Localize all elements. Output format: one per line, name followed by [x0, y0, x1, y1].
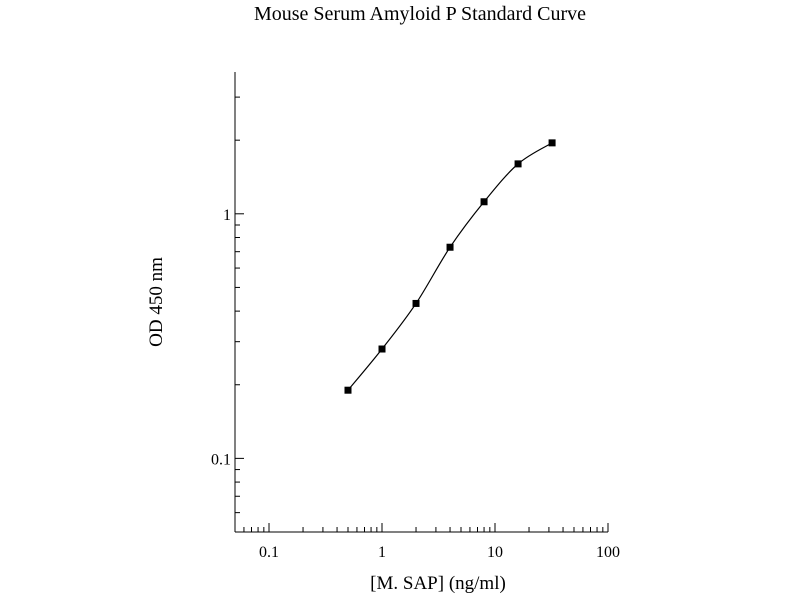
x-tick-label: 1: [378, 544, 386, 561]
x-axis-label: [M. SAP] (ng/ml): [370, 573, 506, 594]
data-point: [344, 386, 352, 394]
y-tick-label: 1: [223, 207, 231, 224]
data-point: [480, 198, 488, 206]
x-tick-label: 100: [596, 544, 620, 561]
chart-title: Mouse Serum Amyloid P Standard Curve: [254, 3, 586, 25]
data-point: [446, 243, 454, 251]
x-ticks: [234, 523, 609, 532]
y-tick-labels: 0.11: [211, 207, 231, 469]
x-tick-labels: 0.1 1 10 100: [259, 544, 620, 561]
y-ticks: [235, 96, 244, 533]
x-tick-label: 10: [487, 544, 503, 561]
data-point: [412, 299, 420, 307]
x-axis: 0.1 1 10 100: [234, 523, 620, 561]
data-point: [514, 160, 522, 168]
data-point: [378, 345, 386, 353]
y-axis-label: OD 450 nm: [146, 257, 167, 347]
x-tick-label: 0.1: [259, 544, 279, 561]
data-point: [548, 139, 556, 147]
series-layer: [344, 139, 556, 394]
y-tick-label: 0.1: [211, 451, 231, 468]
y-axis: 0.11: [211, 72, 244, 533]
series-curve: [347, 142, 553, 391]
